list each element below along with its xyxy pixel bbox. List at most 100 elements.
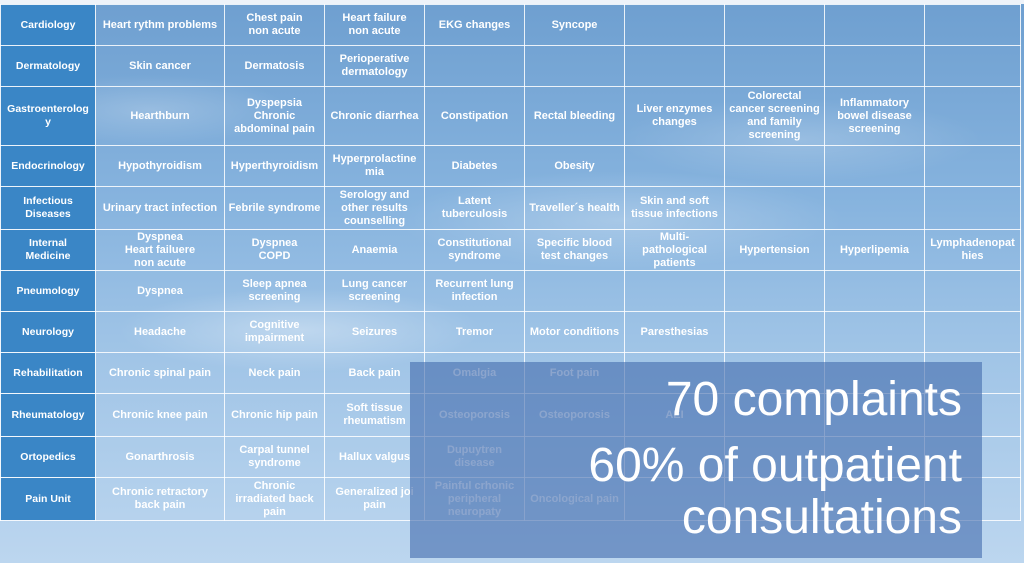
table-row: Gastroenterolog y Hearthburn Dyspepsia Chr… bbox=[0, 86, 1021, 146]
complaint-cell bbox=[624, 145, 725, 187]
complaint-cell: Hearthburn bbox=[95, 86, 225, 146]
complaint-cell bbox=[724, 45, 825, 87]
complaint-cell: Rectal bleeding bbox=[524, 86, 625, 146]
row-category-cell: Infectious Diseases bbox=[0, 186, 96, 230]
complaint-cell bbox=[424, 45, 525, 87]
outpatient-share-text: 60% of outpatient consultations bbox=[588, 439, 962, 544]
complaint-cell: Dermatosis bbox=[224, 45, 325, 87]
complaint-cell: Motor conditions bbox=[524, 311, 625, 353]
complaint-cell: Inflammatory bowel disease screening bbox=[824, 86, 925, 146]
complaint-cell bbox=[724, 311, 825, 353]
complaint-cell bbox=[724, 4, 825, 46]
row-category-cell: Rehabilitation bbox=[0, 352, 96, 394]
complaint-cell: Lung cancer screening bbox=[324, 270, 425, 312]
complaint-cell: Febrile syndrome bbox=[224, 186, 325, 230]
complaint-cell bbox=[924, 4, 1021, 46]
complaint-cell: Urinary tract infection bbox=[95, 186, 225, 230]
row-category-cell: Cardiology bbox=[0, 4, 96, 46]
row-category-cell: Ortopedics bbox=[0, 436, 96, 478]
complaint-cell bbox=[824, 4, 925, 46]
table-row: Infectious Diseases Urinary tract infecti… bbox=[0, 186, 1021, 230]
table-row: Internal Medicine Dyspnea Heart failuere … bbox=[0, 229, 1021, 271]
complaint-cell bbox=[824, 145, 925, 187]
complaints-table: Cardiology Heart rythm problems Chest pain… bbox=[0, 4, 1021, 521]
top-edge-strip bbox=[0, 0, 1024, 4]
complaint-cell bbox=[924, 270, 1021, 312]
complaint-cell: Latent tuberculosis bbox=[424, 186, 525, 230]
complaint-cell: Lymphadenopat hies bbox=[924, 229, 1021, 271]
complaint-cell bbox=[924, 45, 1021, 87]
complaint-cell bbox=[924, 86, 1021, 146]
complaint-cell: EKG changes bbox=[424, 4, 525, 46]
complaint-cell: Neck pain bbox=[224, 352, 325, 394]
complaint-cell: Syncope bbox=[524, 4, 625, 46]
complaint-cell: Dyspepsia Chronic abdominal pain bbox=[224, 86, 325, 146]
complaint-cell: Hallux valgus bbox=[324, 436, 425, 478]
complaint-cell: Serology and other results counselling bbox=[324, 186, 425, 230]
complaint-cell: Sleep apnea screening bbox=[224, 270, 325, 312]
row-category-cell: Endocrinology bbox=[0, 145, 96, 187]
complaint-cell: Chronic irradiated back pain bbox=[224, 477, 325, 521]
complaint-cell: Liver enzymes changes bbox=[624, 86, 725, 146]
complaint-cell: Skin cancer bbox=[95, 45, 225, 87]
table-row: Pneumology Dyspnea Sleep apnea screening Lu… bbox=[0, 270, 1021, 312]
complaint-cell: Constipation bbox=[424, 86, 525, 146]
complaint-cell bbox=[824, 186, 925, 230]
complaint-cell: Dyspnea Heart failuere non acute bbox=[95, 229, 225, 271]
complaint-cell: Hypertension bbox=[724, 229, 825, 271]
complaint-cell bbox=[524, 45, 625, 87]
complaint-cell bbox=[924, 145, 1021, 187]
complaint-cell: Generalized joi pain bbox=[324, 477, 425, 521]
complaint-cell: Dyspnea bbox=[95, 270, 225, 312]
complaint-cell: Heart rythm problems bbox=[95, 4, 225, 46]
complaints-table-body: Cardiology Heart rythm problems Chest pain… bbox=[0, 4, 1021, 521]
complaint-cell: Recurrent lung infection bbox=[424, 270, 525, 312]
complaint-cell: Colorectal cancer screening and family s… bbox=[724, 86, 825, 146]
complaint-cell: Cognitive impairment bbox=[224, 311, 325, 353]
complaint-cell: Obesity bbox=[524, 145, 625, 187]
complaint-cell: Specific blood test changes bbox=[524, 229, 625, 271]
complaint-cell: Perioperative dermatology bbox=[324, 45, 425, 87]
complaint-cell: Dyspnea COPD bbox=[224, 229, 325, 271]
complaint-cell: Chronic retractory back pain bbox=[95, 477, 225, 521]
complaint-cell: Skin and soft tissue infections bbox=[624, 186, 725, 230]
complaint-cell: Carpal tunnel syndrome bbox=[224, 436, 325, 478]
complaint-cell bbox=[624, 45, 725, 87]
row-category-cell: Dermatology bbox=[0, 45, 96, 87]
complaint-cell bbox=[524, 270, 625, 312]
complaint-cell: Chronic knee pain bbox=[95, 393, 225, 437]
row-category-cell: Rheumatology bbox=[0, 393, 96, 437]
complaint-cell: Chest pain non acute bbox=[224, 4, 325, 46]
table-row: Dermatology Skin cancer Dermatosis Perioper… bbox=[0, 45, 1021, 87]
complaint-cell bbox=[924, 311, 1021, 353]
complaint-cell: Multi- pathological patients bbox=[624, 229, 725, 271]
complaint-cell bbox=[824, 311, 925, 353]
summary-overlay: 70 complaints 60% of outpatient consulta… bbox=[410, 362, 982, 558]
row-category-cell: Pain Unit bbox=[0, 477, 96, 521]
complaint-cell bbox=[724, 186, 825, 230]
complaint-cell: Gonarthrosis bbox=[95, 436, 225, 478]
complaint-cell: Traveller´s health bbox=[524, 186, 625, 230]
complaint-cell bbox=[824, 45, 925, 87]
table-row: Endocrinology Hypothyroidism Hyperthyroidi… bbox=[0, 145, 1021, 187]
complaint-cell bbox=[724, 145, 825, 187]
row-category-cell: Internal Medicine bbox=[0, 229, 96, 271]
complaint-cell: Constitutional syndrome bbox=[424, 229, 525, 271]
complaint-cell: Heart failure non acute bbox=[324, 4, 425, 46]
table-row: Neurology Headache Cognitive impairment Sei… bbox=[0, 311, 1021, 353]
complaint-cell: Hypothyroidism bbox=[95, 145, 225, 187]
complaints-count-text: 70 complaints bbox=[665, 373, 962, 426]
table-row: Cardiology Heart rythm problems Chest pain… bbox=[0, 4, 1021, 46]
complaint-cell: Back pain bbox=[324, 352, 425, 394]
complaint-cell: Tremor bbox=[424, 311, 525, 353]
complaint-cell bbox=[624, 4, 725, 46]
complaint-cell: Chronic hip pain bbox=[224, 393, 325, 437]
complaint-cell bbox=[924, 186, 1021, 230]
complaint-cell: Chronic diarrhea bbox=[324, 86, 425, 146]
complaint-cell: Chronic spinal pain bbox=[95, 352, 225, 394]
complaint-cell: Anaemia bbox=[324, 229, 425, 271]
complaint-cell: Headache bbox=[95, 311, 225, 353]
complaint-cell bbox=[624, 270, 725, 312]
complaint-cell bbox=[724, 270, 825, 312]
complaint-cell: Hyperprolactine mia bbox=[324, 145, 425, 187]
